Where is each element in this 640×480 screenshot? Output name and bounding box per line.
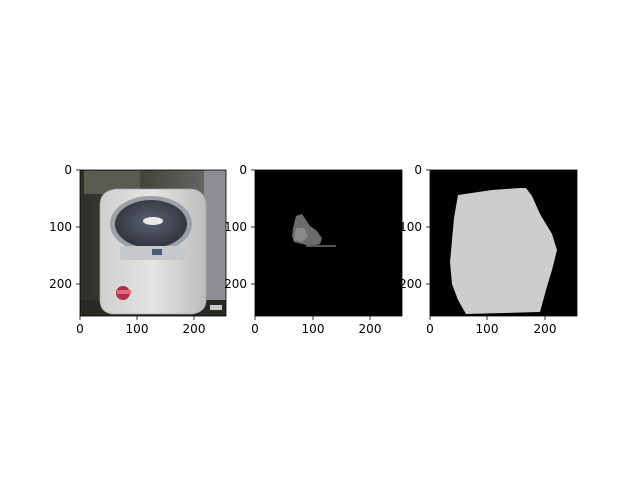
x-tick-label: 100 — [302, 322, 325, 336]
x-tick-label: 0 — [251, 322, 259, 336]
y-tick-label: 0 — [64, 163, 72, 177]
washing-machine-photo — [80, 170, 226, 316]
x-tick-label: 200 — [534, 322, 557, 336]
y-tick-label: 100 — [224, 220, 247, 234]
mask-frame — [254, 169, 403, 317]
x-tick-label: 0 — [76, 322, 84, 336]
y-tick-label: 200 — [224, 277, 247, 291]
photo-frame — [79, 169, 227, 317]
machine-badge-label — [117, 290, 131, 294]
photo-panel: 0 100 200 0 100 200 — [49, 163, 227, 336]
x-tick-label: 100 — [126, 322, 149, 336]
panel2-axes — [251, 169, 371, 320]
mask-frame — [429, 169, 578, 317]
machine-lid-highlight — [143, 217, 163, 225]
x-tick-label: 0 — [426, 322, 434, 336]
mask-segment-highlight — [294, 228, 308, 242]
mask-segment-strip — [306, 245, 336, 247]
y-tick-label: 0 — [239, 163, 247, 177]
y-tick-label: 100 — [49, 220, 72, 234]
x-tick-label: 200 — [359, 322, 382, 336]
x-tick-label: 100 — [476, 322, 499, 336]
machine-sticker — [210, 305, 222, 310]
mask-segment — [450, 188, 557, 314]
y-tick-label: 200 — [49, 277, 72, 291]
photo-right-wall — [204, 170, 226, 316]
panel1-axes — [76, 169, 195, 320]
y-tick-label: 100 — [399, 220, 422, 234]
y-tick-label: 0 — [414, 163, 422, 177]
mask-background — [255, 170, 402, 316]
mask-panel-large: 0 100 200 0 100 200 — [399, 163, 578, 336]
panel3-axes — [426, 169, 546, 320]
mask-panel-small: 0 100 200 0 100 200 — [224, 163, 403, 336]
machine-display — [152, 249, 162, 255]
x-tick-label: 200 — [183, 322, 206, 336]
y-tick-label: 200 — [399, 277, 422, 291]
